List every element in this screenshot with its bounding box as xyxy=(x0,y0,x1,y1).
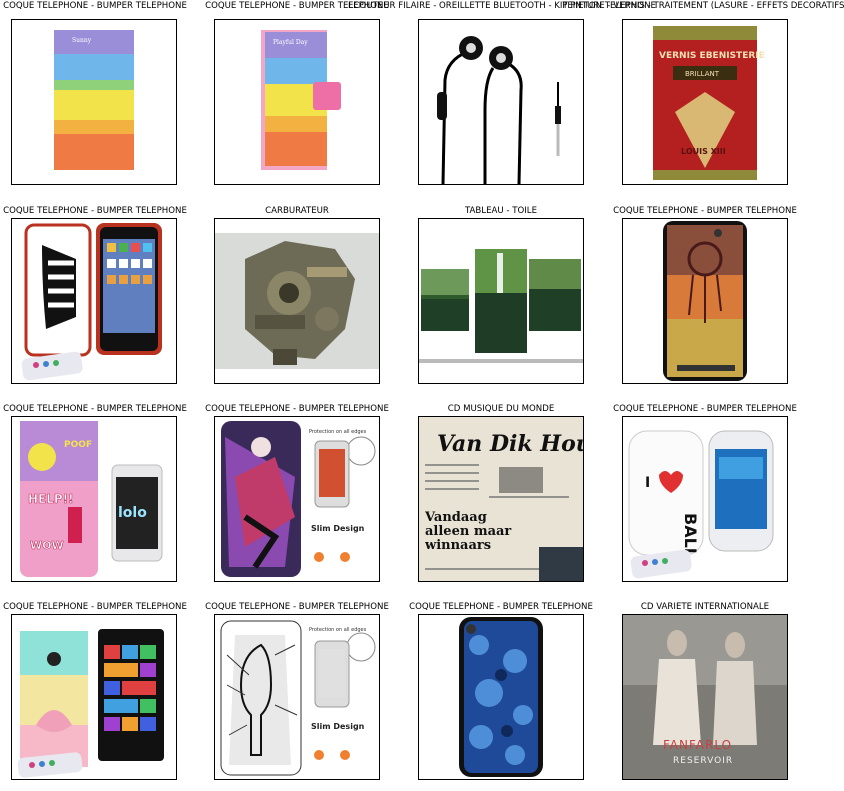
album-title-text: RESERVOIR xyxy=(673,756,733,766)
product-image[interactable] xyxy=(418,218,584,384)
product-title: COQUE TELEPHONE - BUMPER TELEPHONE xyxy=(205,404,389,414)
can-brand-text: VERNIS EBENISTERIE xyxy=(659,51,765,61)
product-title: COQUE TELEPHONE - BUMPER TELEPHONE xyxy=(3,602,187,612)
product-title: COQUE TELEPHONE - BUMPER TELEPHONE xyxy=(3,404,187,414)
product-title: PEINTURE - VERNIS - TRAITEMENT (LASURE -… xyxy=(562,1,844,11)
protection-text: Protection on all edges xyxy=(309,627,367,633)
product-image[interactable]: FANFARLO RESERVOIR xyxy=(622,614,788,780)
svg-text:lolo: lolo xyxy=(118,505,147,521)
product-image[interactable] xyxy=(214,218,380,384)
can-maker-text: LOUIS XIII xyxy=(681,147,726,156)
svg-text:Playful Day: Playful Day xyxy=(273,39,308,46)
product-title: COQUE TELEPHONE - BUMPER TELEPHONE xyxy=(3,206,187,216)
product-image[interactable]: I BALI xyxy=(622,416,788,582)
newspaper-headline: Vandaag alleen maar winnaars xyxy=(425,511,512,553)
product-image[interactable] xyxy=(418,614,584,780)
slim-design-text: Slim Design xyxy=(311,722,365,731)
product-image[interactable] xyxy=(418,19,584,185)
comic-help-text: HELP!! xyxy=(28,492,74,506)
comic-poof-text: POOF xyxy=(64,440,92,450)
product-image[interactable]: VERNIS EBENISTERIE BRILLANT LOUIS XIII xyxy=(622,19,788,185)
product-image[interactable]: Protection on all edges Slim Design xyxy=(214,416,380,582)
product-title: COQUE TELEPHONE - BUMPER TELEPHONE xyxy=(3,1,187,11)
slim-design-text: Slim Design xyxy=(311,524,365,533)
product-image[interactable]: Sunny xyxy=(11,19,177,185)
product-title: CARBURATEUR xyxy=(265,206,329,216)
product-title: COQUE TELEPHONE - BUMPER TELEPHONE xyxy=(613,206,797,216)
product-title: COQUE TELEPHONE - BUMPER TELEPHONE xyxy=(613,404,797,414)
product-title: CD VARIETE INTERNATIONALE xyxy=(640,602,770,612)
product-title: TABLEAU - TOILE xyxy=(464,206,538,216)
product-image[interactable]: Playful Day xyxy=(214,19,380,185)
svg-text:I: I xyxy=(645,475,650,491)
bali-text: BALI xyxy=(681,513,700,554)
product-title: COQUE TELEPHONE - BUMPER TELEPHONE xyxy=(205,1,389,11)
product-title: COQUE TELEPHONE - BUMPER TELEPHONE xyxy=(409,602,593,612)
album-artist-text: FANFARLO xyxy=(663,738,732,752)
product-image[interactable]: HELP!! POOF WOW lolo xyxy=(11,416,177,582)
product-title: CD MUSIQUE DU MONDE xyxy=(447,404,555,414)
product-image[interactable]: Protection on all edges Slim Design xyxy=(214,614,380,780)
product-image[interactable]: Van Dik Hout Vandaag alleen maar winnaar… xyxy=(418,416,584,582)
can-label-text: BRILLANT xyxy=(685,70,720,78)
product-title: COQUE TELEPHONE - BUMPER TELEPHONE xyxy=(205,602,389,612)
protection-text: Protection on all edges xyxy=(309,429,367,435)
svg-text:Sunny: Sunny xyxy=(72,37,92,44)
newspaper-masthead: Van Dik Hout xyxy=(437,431,583,457)
product-image[interactable] xyxy=(11,218,177,384)
product-title: ECOUTEUR FILAIRE - OREILLETTE BLUETOOTH … xyxy=(348,1,656,11)
product-image[interactable] xyxy=(11,614,177,780)
comic-wow-text: WOW xyxy=(30,539,64,552)
product-image[interactable] xyxy=(622,218,788,384)
